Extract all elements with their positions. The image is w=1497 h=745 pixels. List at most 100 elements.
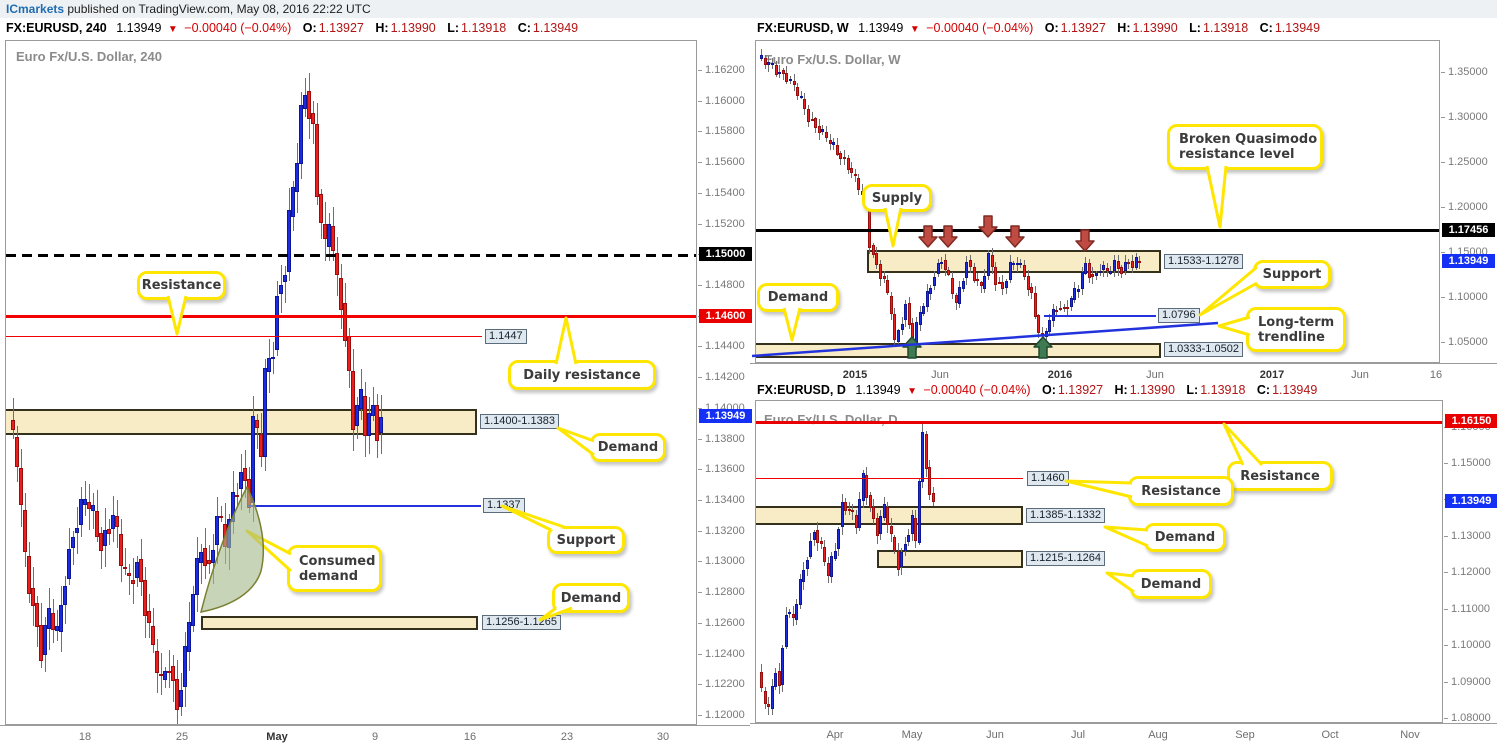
y-axis-tick xyxy=(1441,252,1445,253)
callout-consumed-demand: Consumed demand xyxy=(287,545,382,592)
candle xyxy=(1019,263,1023,266)
icmarkets-link[interactable]: ICmarkets xyxy=(6,2,65,16)
candle xyxy=(83,498,87,505)
zone-range-tag: 1.1385-1.1332 xyxy=(1026,507,1105,523)
x-axis-label: 16 xyxy=(1429,369,1443,381)
y-axis-tick xyxy=(698,70,702,71)
candle xyxy=(976,279,980,282)
candle xyxy=(187,622,191,653)
candle xyxy=(788,611,791,614)
candle xyxy=(924,434,928,469)
daily-level-line xyxy=(756,477,1023,480)
candle xyxy=(840,501,844,527)
y-axis-label: 1.13600 xyxy=(705,463,745,476)
candle xyxy=(763,58,767,65)
candle xyxy=(335,253,339,276)
candle xyxy=(167,671,171,674)
x-axis-label: 23 xyxy=(560,731,574,743)
candle xyxy=(1062,306,1066,309)
candle xyxy=(816,529,819,544)
y-axis-tick xyxy=(698,223,702,225)
candle xyxy=(175,679,179,711)
publish-text: published on TradingView.com, May 08, 20… xyxy=(64,2,371,16)
candle xyxy=(339,277,343,310)
candle xyxy=(1030,286,1034,293)
candle xyxy=(131,579,135,584)
y-axis-label: 1.30000 xyxy=(1448,111,1488,123)
candle xyxy=(1123,262,1127,271)
candle xyxy=(43,625,47,656)
callout-text: trendline xyxy=(1258,329,1325,345)
x-axis-label: 2017 xyxy=(1259,369,1285,381)
x-axis-label: Jun xyxy=(1351,369,1369,381)
y-axis-tick xyxy=(698,346,702,348)
candle xyxy=(1098,271,1102,274)
daily-supply-demand-zone xyxy=(756,505,1023,526)
candle xyxy=(1058,307,1062,310)
candle xyxy=(760,55,764,59)
candle xyxy=(767,61,771,66)
weekly-time-axis: 2015 Jun 2016 Jun 2017 Jun 16 xyxy=(750,363,1497,381)
candle xyxy=(259,434,263,457)
candle xyxy=(931,492,935,503)
candle xyxy=(115,515,119,527)
chart-title-weekly: Euro Fx/U.S. Dollar, W xyxy=(764,52,901,67)
candle xyxy=(819,541,823,545)
candle xyxy=(155,650,159,674)
callout-text: Consumed xyxy=(299,553,376,569)
zone-range-tag: 1.1533-1.1278 xyxy=(1164,253,1243,269)
candle-wick xyxy=(1059,301,1061,311)
candle xyxy=(311,112,315,125)
x-axis-label: 16 xyxy=(463,731,477,743)
candle xyxy=(914,321,918,344)
candle xyxy=(798,579,802,605)
candle xyxy=(1037,315,1041,334)
candle xyxy=(1073,288,1077,300)
candle xyxy=(886,506,889,526)
candle xyxy=(917,481,921,543)
candle xyxy=(275,295,279,350)
candle xyxy=(781,70,785,74)
y-axis-tick xyxy=(698,499,702,501)
candle xyxy=(303,95,307,109)
y-axis-tick xyxy=(1444,608,1448,610)
candle xyxy=(858,499,861,529)
candle xyxy=(1048,320,1052,333)
price-level-tag: 1.0796 xyxy=(1158,308,1200,324)
candle xyxy=(1094,272,1098,277)
candle xyxy=(23,509,27,553)
candle-wick xyxy=(200,544,202,585)
callout-text: demand xyxy=(299,568,359,584)
candle-wick xyxy=(980,280,982,293)
candle xyxy=(19,467,23,506)
candle xyxy=(123,567,127,570)
y-axis-tick xyxy=(698,284,702,286)
candle-wick xyxy=(848,501,850,515)
candle xyxy=(59,605,63,632)
candle xyxy=(903,543,907,552)
price-badge-blue: 1.13949 xyxy=(699,408,752,423)
price-change: −0.00040 (−0.04%) xyxy=(926,21,1034,35)
weekly-supply-demand-zone xyxy=(756,342,1161,359)
y-axis-tick xyxy=(1444,718,1448,719)
price-level-tag: 1.1447 xyxy=(485,328,527,344)
publish-header: ICmarkets published on TradingView.com, … xyxy=(0,0,1497,18)
price-badge-red: 1.16150 xyxy=(1445,414,1497,429)
candle xyxy=(343,303,347,341)
y-axis-label: 1.12000 xyxy=(705,708,745,721)
callout-text: Resistance xyxy=(141,278,222,293)
y-axis-tick xyxy=(1441,162,1445,163)
candle xyxy=(965,262,969,279)
daily-plot-area: 1.1385-1.1332 1.1215-1.1264 1.1460 xyxy=(755,400,1443,723)
candle xyxy=(379,416,383,433)
candle xyxy=(111,515,115,529)
h4-supply-demand-zone xyxy=(6,408,477,435)
x-axis-label: 2015 xyxy=(842,369,868,381)
close-value: 1.13949 xyxy=(1272,383,1318,397)
candle xyxy=(1001,281,1005,289)
price-badge-red: 1.14600 xyxy=(699,308,752,323)
candle xyxy=(1105,268,1109,272)
candle xyxy=(805,560,809,570)
high-value: 1.13990 xyxy=(390,21,436,35)
open-label: O: xyxy=(302,21,317,35)
